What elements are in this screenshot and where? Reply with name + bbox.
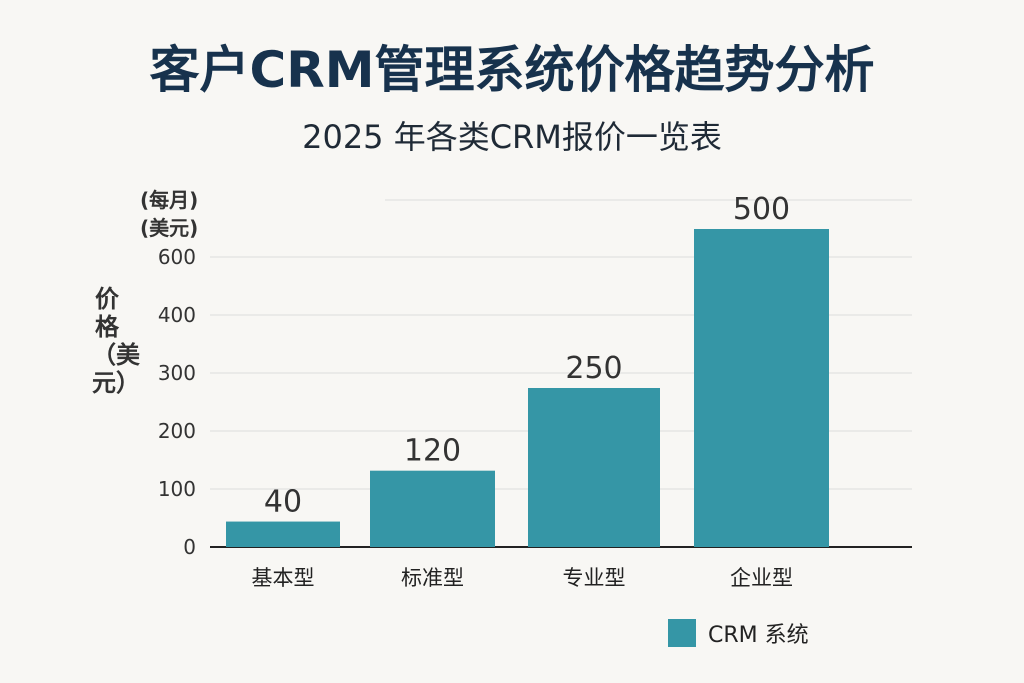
bar [370, 470, 495, 547]
y-tick-label: 200 [158, 419, 196, 443]
y-tick-label: 600 [158, 245, 196, 269]
chart-title: 客户CRM管理系统价格趋势分析 [149, 41, 875, 99]
y-unit-line-2: (美元) [140, 216, 199, 240]
y-tick-label: 400 [158, 303, 196, 327]
data-label: 250 [565, 351, 622, 386]
y-tick-label: 0 [183, 535, 196, 559]
chart-subtitle: 2025 年各类CRM报价一览表 [302, 118, 722, 156]
x-category-label: 企业型 [730, 566, 793, 590]
x-category-label: 专业型 [563, 566, 626, 590]
legend: CRM 系统 [668, 617, 809, 649]
bar [694, 229, 829, 547]
y-unit-label: (每月) (美元) [140, 186, 198, 242]
bar [226, 521, 340, 547]
legend-swatch [668, 619, 696, 647]
data-label: 120 [404, 434, 461, 469]
x-category-label: 基本型 [252, 566, 315, 590]
y-tick-label: 300 [158, 361, 196, 385]
data-label: 40 [264, 485, 302, 520]
x-category-label: 标准型 [401, 566, 464, 590]
y-unit-line-1: (每月) [140, 188, 199, 212]
data-label: 500 [733, 192, 790, 227]
legend-label: CRM 系统 [708, 623, 809, 648]
y-tick-label: 100 [158, 477, 196, 501]
bar [528, 388, 660, 547]
